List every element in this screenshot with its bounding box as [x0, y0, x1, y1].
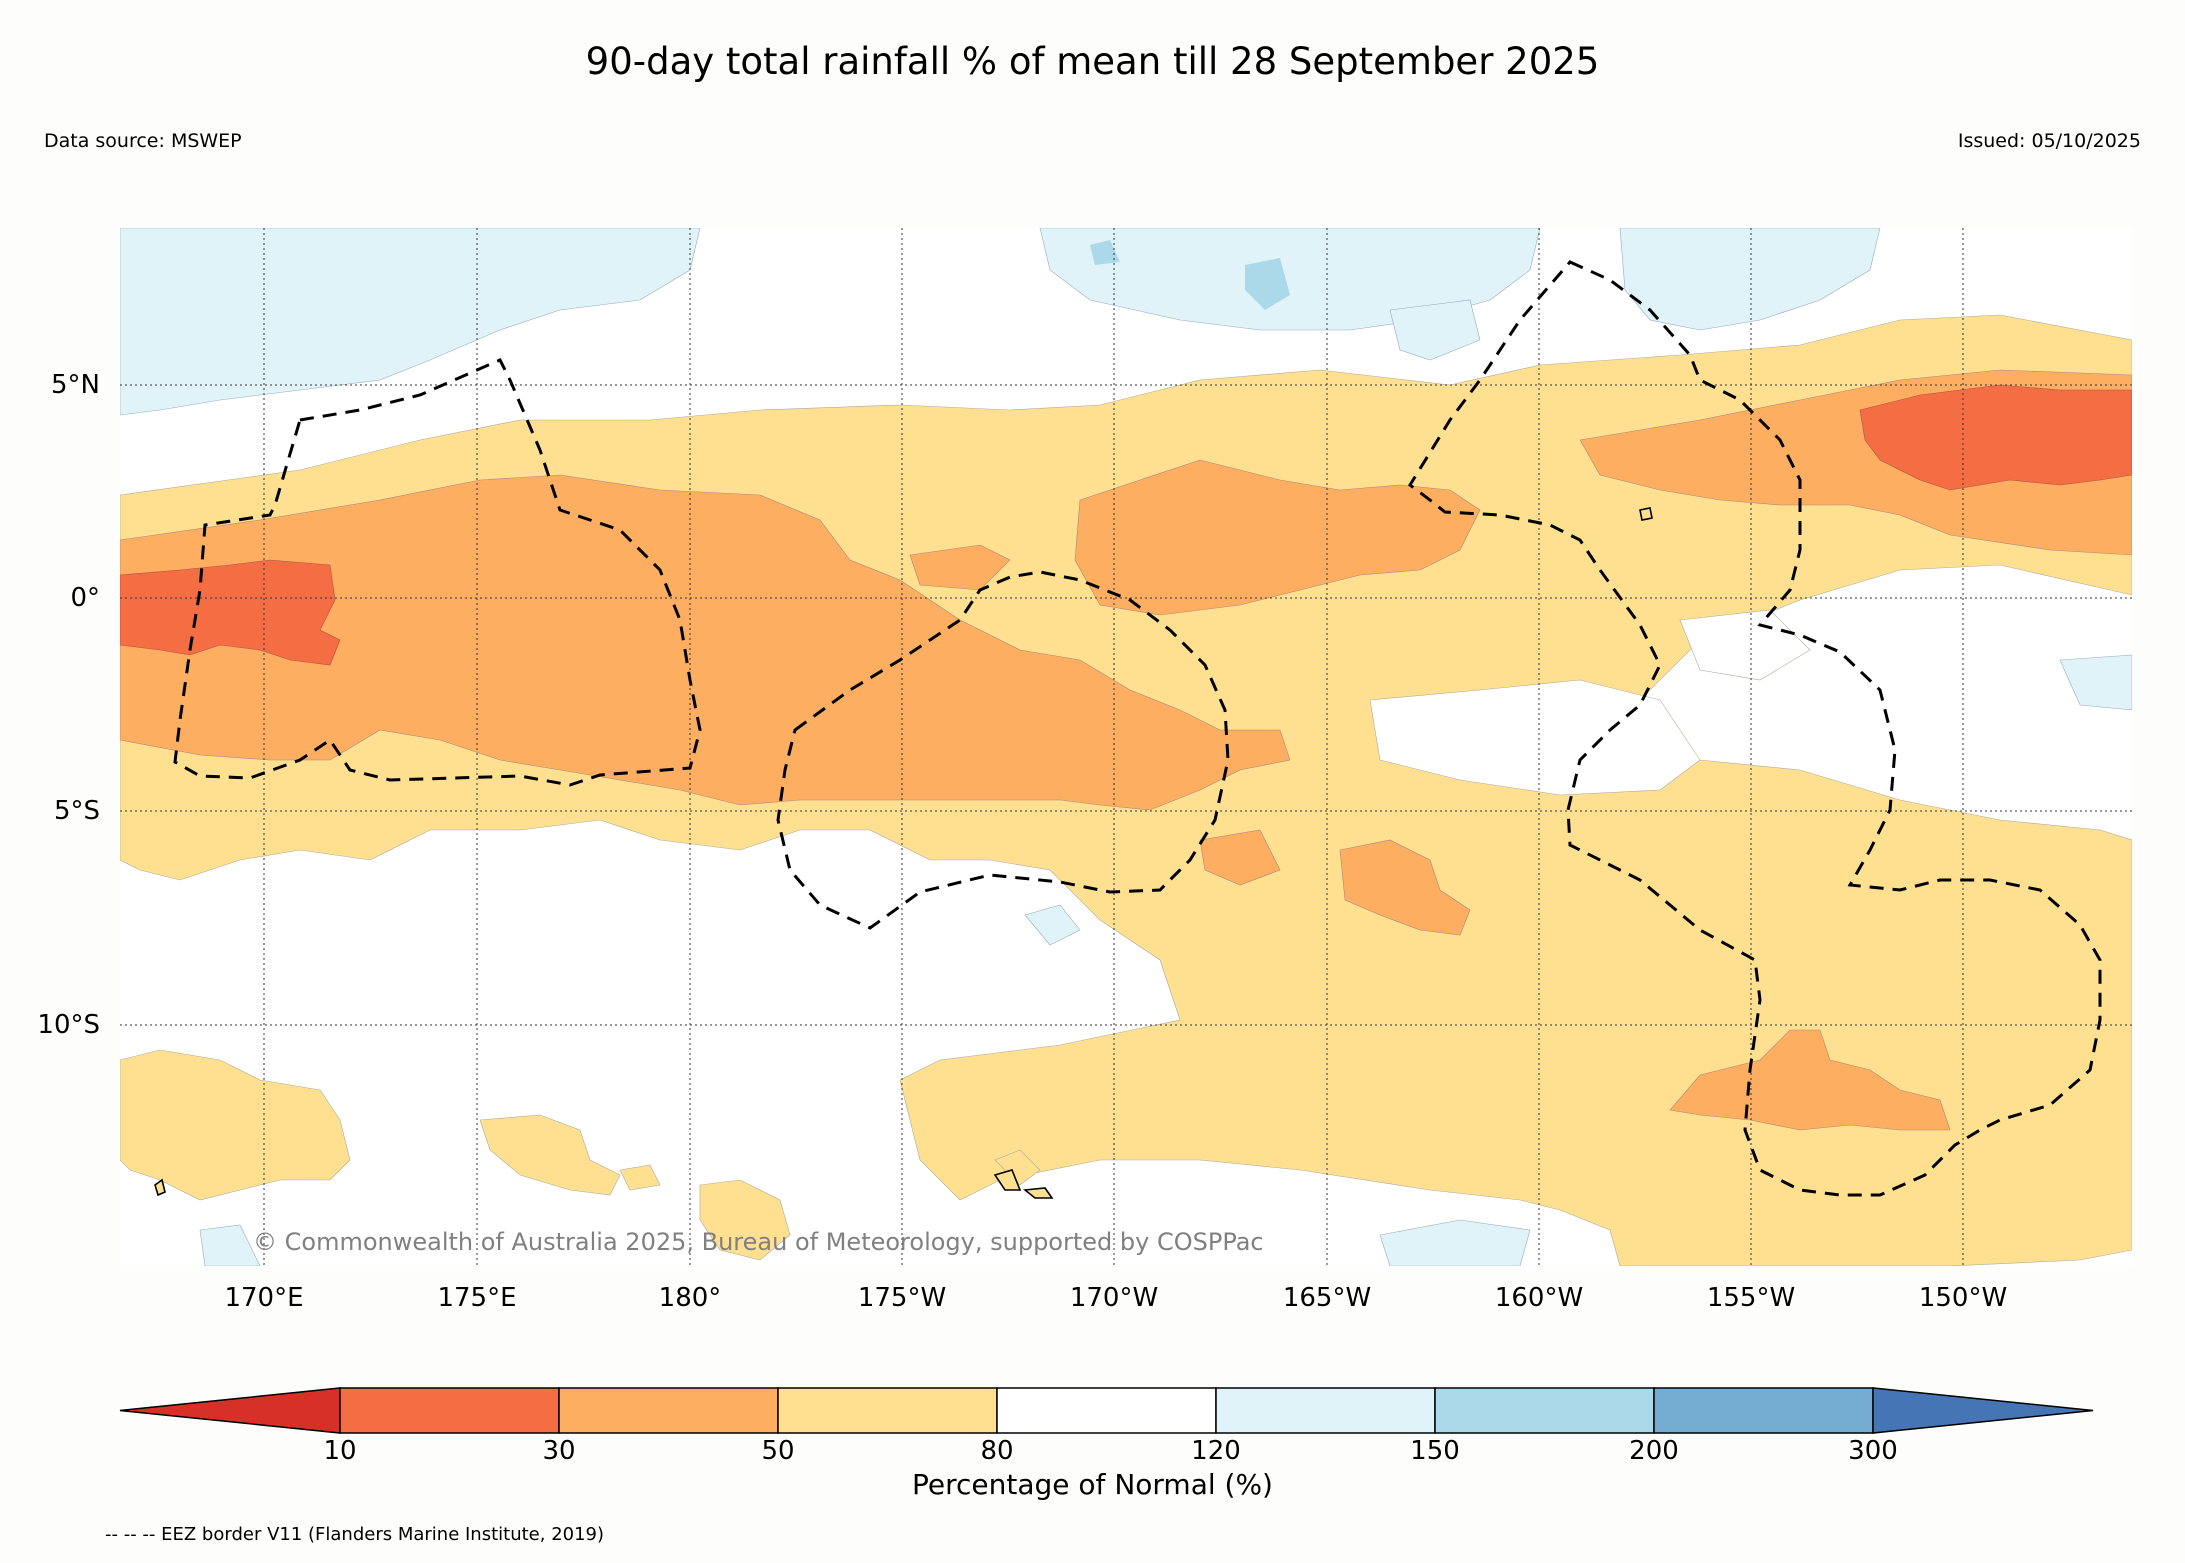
very-dry-region-east — [1859, 384, 2132, 491]
wet-region-dark-patch-2 — [1090, 240, 1120, 265]
colorbar-swatch-7 — [1653, 1387, 1874, 1434]
lon-label-170e: 170°E — [224, 1283, 304, 1313]
colorbar-swatch-6 — [1434, 1387, 1655, 1434]
island-4 — [1639, 507, 1653, 521]
dry-region-30-50-south-1 — [1339, 839, 1471, 936]
dry-region-30-50-center-2 — [909, 544, 1011, 591]
very-dry-region-west — [120, 559, 341, 666]
dry-region-30-50-west — [120, 474, 1291, 811]
eez-kiribati-line — [1408, 260, 2102, 1197]
data-source-label: Data source: MSWEP — [44, 130, 242, 152]
colorbar — [119, 1387, 2094, 1434]
dry-patch-southwest-1 — [120, 1049, 351, 1201]
dry-patch-southwest-3 — [699, 1179, 791, 1261]
wet-region-south-west — [199, 1224, 261, 1266]
colorbar-swatch-1 — [339, 1387, 560, 1434]
lon-label-150w: 150°W — [1918, 1283, 2008, 1313]
colorbar-extend-high — [1872, 1387, 2094, 1434]
dry-patch-southwest-2 — [479, 1114, 621, 1196]
lon-label-160w: 160°W — [1494, 1283, 1584, 1313]
colorbar-tick-50: 50 — [761, 1436, 795, 1466]
island-3 — [154, 1178, 166, 1197]
normal-patch-1 — [1369, 679, 1701, 796]
lon-label-175w: 175°W — [857, 1283, 947, 1313]
islands — [154, 507, 1653, 1199]
wet-region-east — [2059, 654, 2132, 711]
island-2 — [1022, 1187, 1054, 1199]
issued-date-label: Issued: 05/10/2025 — [1957, 130, 2141, 152]
colorbar-extend-low — [119, 1387, 341, 1434]
map-area — [120, 228, 2132, 1266]
colorbar-tick-150: 150 — [1410, 1436, 1460, 1466]
eez-borders — [173, 260, 2102, 1197]
copyright-notice: © Commonwealth of Australia 2025, Bureau… — [253, 1228, 1264, 1256]
wet-region-south-center — [1024, 904, 1081, 946]
colorbar-title: Percentage of Normal (%) — [912, 1468, 1273, 1501]
lon-label-165w: 165°W — [1282, 1283, 1372, 1313]
colorbar-swatch-3 — [777, 1387, 998, 1434]
wet-region-north-east — [1619, 228, 1881, 331]
eez-footnote: -- -- -- EEZ border V11 (Flanders Marine… — [105, 1524, 605, 1545]
wet-region-north-cluster — [1389, 299, 1481, 361]
wet-region-north-center — [1039, 228, 1541, 331]
dry-region-30-50-south-2 — [1199, 829, 1281, 886]
eez-kiribati-phoenix — [776, 570, 1230, 930]
normal-patch-2 — [1679, 609, 1811, 681]
lon-label-175e: 175°E — [437, 1283, 517, 1313]
lon-label-170w: 170°W — [1069, 1283, 1159, 1313]
colorbar-tick-120: 120 — [1191, 1436, 1241, 1466]
island-1 — [993, 1169, 1022, 1191]
lat-label-10s: 10°S — [37, 1010, 100, 1040]
lon-label-155w: 155°W — [1706, 1283, 1796, 1313]
colorbar-swatch-2 — [558, 1387, 779, 1434]
colorbar-tick-200: 200 — [1629, 1436, 1679, 1466]
graticule — [120, 228, 2132, 1266]
wet-region-south-bottom — [1379, 1219, 1531, 1266]
dry-patch-south-small — [619, 1164, 661, 1191]
lat-label-5n: 5°N — [51, 370, 100, 400]
colorbar-tick-30: 30 — [542, 1436, 576, 1466]
dry-region-30-50-southeast — [1669, 1029, 1951, 1131]
lat-label-0: 0° — [70, 583, 100, 613]
wet-region-dark-patch — [1245, 258, 1290, 310]
colorbar-tick-10: 10 — [323, 1436, 357, 1466]
colorbar-swatch-5 — [1215, 1387, 1436, 1434]
colorbar-tick-80: 80 — [980, 1436, 1014, 1466]
lon-label-180: 180° — [658, 1283, 722, 1313]
eez-kiribati-gilbert — [173, 358, 702, 787]
lat-label-5s: 5°S — [53, 796, 100, 826]
page-title: 90-day total rainfall % of mean till 28 … — [585, 40, 1600, 83]
colorbar-tick-300: 300 — [1848, 1436, 1898, 1466]
colorbar-swatch-4 — [996, 1387, 1217, 1434]
